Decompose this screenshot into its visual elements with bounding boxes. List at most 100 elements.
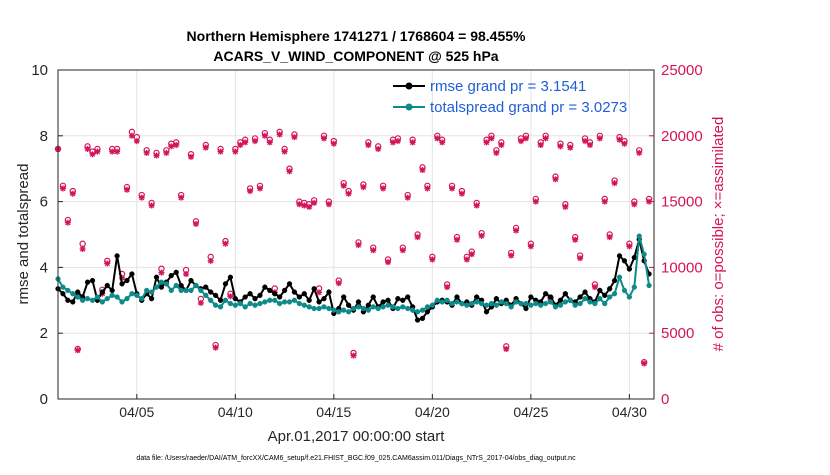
rmse-point	[562, 291, 568, 297]
legend-label: rmse grand pr = 3.1541	[430, 78, 586, 95]
obs-assimilated-marker	[572, 236, 579, 243]
spread-point	[70, 291, 76, 297]
obs-assimilated-marker	[636, 149, 643, 156]
spread-point	[483, 302, 490, 308]
obs-assimilated-marker	[365, 142, 372, 149]
spread-point	[158, 279, 165, 285]
obs-assimilated-marker	[596, 135, 603, 142]
spread-point	[616, 274, 623, 280]
spread-point	[198, 287, 204, 294]
obs-assimilated-marker	[463, 256, 470, 263]
spread-point	[267, 297, 273, 303]
obs-assimilated-marker	[114, 148, 121, 155]
obs-assimilated-marker	[631, 201, 638, 208]
spread-point	[464, 302, 470, 308]
rmse-point	[291, 289, 298, 295]
obs-assimilated-marker	[237, 142, 244, 149]
rmse-point	[60, 291, 66, 297]
spread-point	[365, 307, 371, 313]
spread-point	[518, 300, 524, 307]
spread-point	[227, 300, 234, 307]
legend: rmse grand pr = 3.1541 totalspread grand …	[393, 78, 627, 116]
spread-point	[331, 307, 337, 313]
rmse-point	[247, 291, 253, 297]
obs-assimilated-marker	[601, 198, 608, 205]
rmse-point	[454, 294, 460, 300]
spread-point	[370, 304, 376, 310]
rmse-point	[395, 296, 401, 302]
obs-assimilated-marker	[123, 186, 130, 193]
obs-assimilated-marker	[163, 149, 170, 156]
spread-point	[222, 297, 229, 303]
spread-point	[168, 287, 174, 294]
obs-assimilated-marker	[399, 247, 406, 254]
obs-assimilated-marker	[306, 203, 313, 210]
rmse-point	[109, 287, 115, 294]
spread-point	[395, 305, 401, 312]
rmse-point	[89, 277, 96, 284]
rmse-point	[148, 296, 155, 302]
rmse-point	[188, 277, 194, 284]
y-left-tick-label: 6	[40, 194, 48, 211]
y-right-tick-label: 0	[661, 391, 669, 408]
spread-point	[611, 291, 618, 297]
rmse-point	[306, 297, 312, 303]
spread-point	[84, 296, 91, 302]
spread-point	[291, 297, 298, 303]
spread-point	[409, 307, 416, 313]
rmse-point	[277, 294, 283, 300]
spread-point	[360, 305, 367, 312]
rmse-point	[493, 296, 500, 302]
spread-point	[148, 289, 155, 295]
spread-point	[183, 287, 189, 294]
obs-assimilated-marker	[143, 149, 150, 156]
spread-point	[508, 304, 514, 310]
obs-assimilated-marker	[242, 139, 249, 146]
obs-assimilated-marker	[173, 142, 180, 149]
rmse-point	[124, 277, 130, 284]
spread-point	[114, 294, 120, 300]
x-tick-label: 04/15	[316, 404, 351, 420]
rmse-point	[217, 297, 224, 303]
y-right-tick-label: 5000	[661, 325, 694, 342]
rmse-point	[311, 286, 317, 292]
spread-point	[597, 296, 603, 302]
rmse-point	[252, 296, 258, 302]
spread-point	[173, 282, 179, 289]
obs-assimilated-marker	[424, 185, 431, 192]
rmse-point	[616, 253, 623, 259]
obs-assimilated-marker	[409, 139, 416, 146]
obs-assimilated-marker	[621, 140, 628, 147]
obs-assimilated-marker	[429, 256, 436, 263]
spread-point	[552, 304, 559, 310]
spread-point	[129, 291, 135, 297]
obs-assimilated-marker	[646, 198, 653, 205]
x-axis-label: Apr.01,2017 00:00:00 start	[268, 428, 446, 445]
rmse-point	[557, 297, 564, 303]
spread-point	[641, 251, 647, 257]
spread-point	[538, 302, 544, 308]
rmse-point	[400, 297, 406, 303]
spread-point	[646, 282, 652, 289]
x-tick-label: 04/20	[415, 404, 450, 420]
obs-assimilated-marker	[64, 219, 71, 226]
obs-assimilated-marker	[345, 190, 352, 197]
obs-assimilated-marker	[128, 132, 135, 139]
y-right-tick-label: 20000	[661, 128, 703, 145]
rmse-point	[119, 281, 125, 287]
rmse-point	[385, 297, 391, 303]
x-tick-label: 04/10	[218, 404, 253, 420]
spread-point	[636, 233, 642, 239]
obs-assimilated-marker	[439, 139, 446, 146]
spread-point	[212, 302, 219, 308]
obs-assimilated-marker	[453, 236, 460, 243]
obs-assimilated-marker	[325, 201, 332, 208]
obs-assimilated-marker	[335, 280, 342, 287]
legend-marker	[405, 103, 413, 111]
obs-assimilated-marker	[434, 135, 441, 142]
obs-assimilated-marker	[591, 284, 598, 291]
spread-point	[109, 292, 115, 299]
rmse-point	[75, 289, 81, 295]
